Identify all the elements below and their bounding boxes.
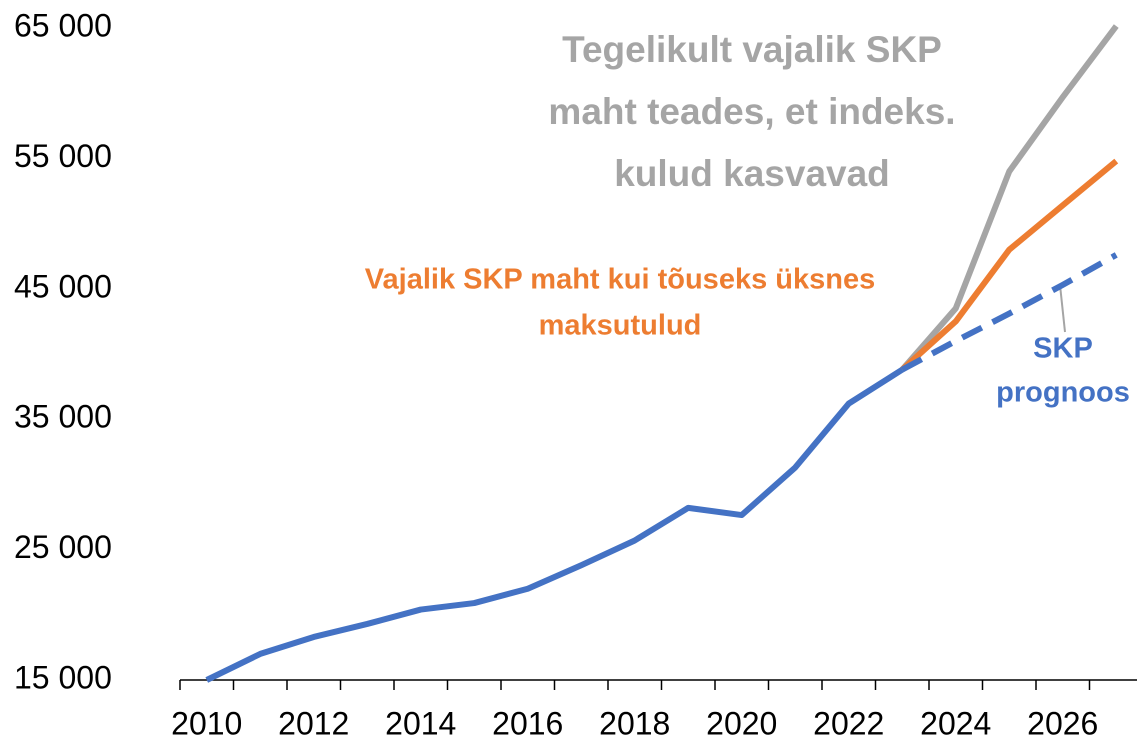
line [899, 24, 1119, 372]
annotation: SKP [1033, 333, 1093, 365]
forecast-line [900, 252, 1118, 373]
x-tick-label: 2018 [599, 705, 670, 741]
x-tick-label: 2016 [492, 705, 563, 741]
y-tick-label: 15 000 [14, 659, 112, 695]
y-tick-label: 35 000 [14, 399, 112, 435]
annotation: maht teades, et indeks. [548, 91, 955, 132]
annotation: prognoos [996, 377, 1130, 409]
y-tick-label: 45 000 [14, 268, 112, 304]
x-tick-label: 2026 [1027, 705, 1098, 741]
line [900, 158, 1119, 372]
x-tick-label: 2012 [278, 705, 349, 741]
x-tick-label: 2010 [171, 705, 242, 741]
y-tick-label: 55 000 [14, 138, 112, 174]
annotation: kulud kasvavad [614, 153, 890, 194]
x-tick-label: 2020 [706, 705, 777, 741]
y-tick-label: 65 000 [14, 7, 112, 43]
x-tick-label: 2024 [920, 705, 991, 741]
x-tick-label: 2014 [385, 705, 456, 741]
annotation: Tegelikult vajalik SKP [562, 29, 942, 70]
leader-line [1059, 284, 1066, 333]
y-tick-label: 25 000 [14, 529, 112, 565]
annotation: Vajalik SKP maht kui tõuseks üksnes [365, 264, 875, 296]
line [205, 367, 904, 683]
annotation: maksutulud [539, 310, 702, 342]
x-tick-label: 2022 [813, 705, 884, 741]
